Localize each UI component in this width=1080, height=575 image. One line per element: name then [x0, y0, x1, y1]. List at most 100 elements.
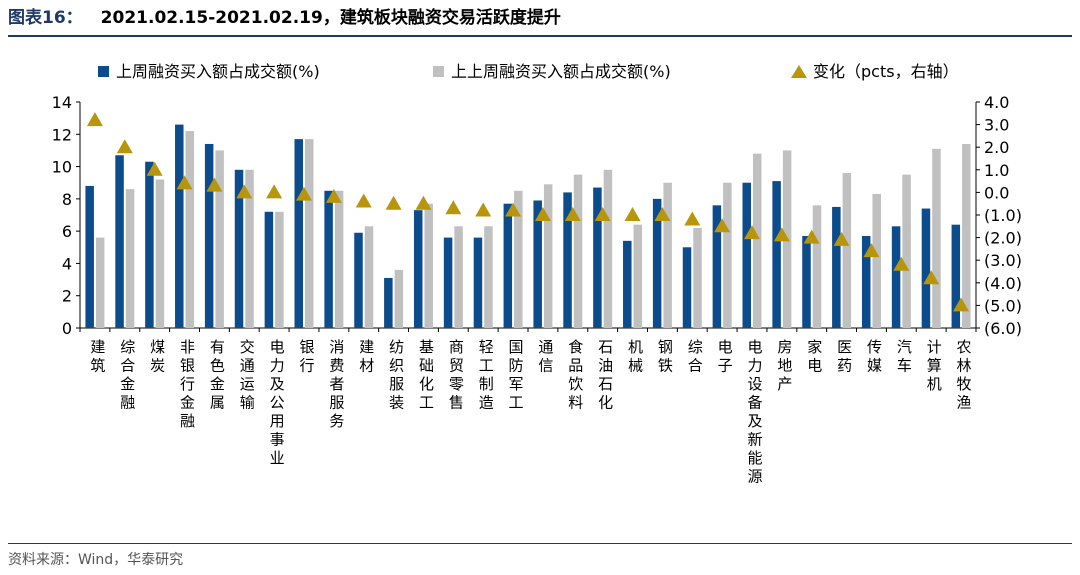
bar-current-week	[951, 224, 961, 328]
y-right-tick-label: (1.0)	[984, 206, 1022, 225]
y-right-tick-label: 0.0	[984, 183, 1009, 202]
change-marker	[714, 218, 731, 233]
category-label: 机械	[628, 338, 643, 375]
y-left-tick-label: 0	[62, 319, 72, 338]
change-marker	[773, 227, 790, 242]
change-marker	[475, 202, 492, 217]
bar-current-week	[742, 182, 751, 328]
bar-current-week	[891, 226, 901, 328]
change-marker	[385, 195, 402, 210]
bar-current-week	[503, 203, 513, 328]
category-label: 汽车	[897, 338, 912, 375]
bar-previous-week	[275, 211, 284, 328]
change-marker	[86, 112, 103, 127]
category-label: 国防军工	[509, 338, 524, 412]
bar-previous-week	[633, 224, 643, 328]
category-label: 农林牧渔	[957, 338, 972, 412]
bar-previous-week	[334, 190, 344, 328]
change-marker	[445, 200, 462, 215]
bar-previous-week	[424, 203, 433, 328]
category-label: 钢铁	[658, 338, 673, 375]
bar-previous-week	[245, 169, 254, 328]
category-label: 有色金属	[210, 338, 225, 412]
bar-current-week	[413, 210, 423, 328]
bar-previous-week	[484, 226, 493, 328]
category-label: 轻工制造	[479, 338, 494, 412]
title-rule	[8, 35, 1072, 37]
bar-previous-week	[573, 174, 583, 328]
category-label: 基础化工	[419, 338, 434, 412]
change-marker	[534, 207, 551, 221]
footer-rule	[8, 543, 1072, 544]
bar-current-week	[264, 211, 274, 328]
bar-previous-week	[454, 226, 463, 328]
category-label: 电力设备及新能源	[747, 338, 762, 486]
category-label: 医药	[837, 338, 852, 375]
chart-title: 图表16： 2021.02.15-2021.02.19，建筑板块融资交易活跃度提升	[8, 4, 561, 32]
bar-current-week	[593, 187, 602, 328]
y-left-tick-label: 4	[62, 254, 72, 273]
bar-current-week	[861, 235, 871, 328]
bar-previous-week	[364, 226, 374, 328]
y-right-tick-label: (2.0)	[984, 229, 1022, 248]
change-marker	[654, 207, 671, 221]
change-marker	[355, 193, 372, 208]
y-right-tick-label: 1.0	[984, 161, 1009, 180]
bar-previous-week	[812, 205, 822, 328]
category-label: 石油石化	[598, 338, 613, 412]
bar-previous-week	[872, 194, 881, 328]
change-marker	[296, 186, 312, 201]
bar-current-week	[921, 208, 931, 328]
bar-current-week	[712, 205, 722, 328]
bar-previous-week	[723, 182, 732, 328]
bar-current-week	[145, 161, 154, 328]
change-marker	[116, 139, 133, 154]
figure-number: 图表16：	[8, 8, 83, 28]
category-label: 食品饮料	[568, 338, 583, 412]
change-marker	[564, 207, 581, 221]
category-label: 传媒	[867, 338, 882, 375]
change-marker	[146, 161, 163, 176]
category-label: 银行	[299, 338, 314, 375]
bar-previous-week	[902, 174, 911, 328]
legend-label-change: 变化（pcts，右轴）	[813, 62, 959, 81]
bar-previous-week	[753, 153, 762, 328]
y-left-tick-label: 14	[52, 93, 72, 112]
bar-previous-week	[962, 143, 971, 328]
change-marker	[594, 207, 611, 221]
figure-title: 2021.02.15-2021.02.19，建筑板块融资交易活跃度提升	[100, 8, 561, 28]
category-label: 消费者服务	[329, 338, 344, 430]
y-right-tick-label: 2.0	[984, 138, 1009, 157]
category-label: 建材	[359, 338, 374, 375]
category-label: 综合金融	[120, 338, 135, 412]
y-left-tick-label: 6	[62, 222, 72, 241]
change-marker	[236, 184, 253, 199]
y-left-tick-label: 12	[52, 125, 72, 144]
category-label: 综合	[688, 338, 703, 375]
category-label: 电力及公用事业	[270, 338, 285, 467]
bar-current-week	[294, 139, 303, 328]
bar-previous-week	[155, 179, 165, 328]
category-label: 通信	[538, 338, 553, 375]
y-right-tick-label: (6.0)	[984, 319, 1022, 338]
change-marker	[415, 195, 432, 210]
legend-label-current: 上周融资买入额占成交额(%)	[116, 62, 320, 81]
legend-swatch-previous	[433, 66, 444, 77]
change-marker	[176, 175, 193, 190]
bar-previous-week	[514, 190, 523, 328]
change-marker	[624, 207, 641, 221]
change-marker	[744, 225, 760, 240]
bar-current-week	[115, 155, 124, 328]
bar-previous-week	[932, 148, 941, 328]
change-marker	[206, 177, 223, 192]
bar-previous-week	[603, 169, 613, 328]
bar-previous-week	[185, 131, 195, 328]
change-marker	[505, 202, 522, 217]
change-marker	[893, 256, 910, 271]
bar-current-week	[234, 169, 244, 328]
bar-previous-week	[215, 150, 224, 328]
bar-previous-week	[842, 173, 852, 328]
bar-previous-week	[543, 184, 553, 328]
bar-current-week	[772, 181, 781, 328]
y-right-tick-label: (4.0)	[984, 274, 1022, 293]
